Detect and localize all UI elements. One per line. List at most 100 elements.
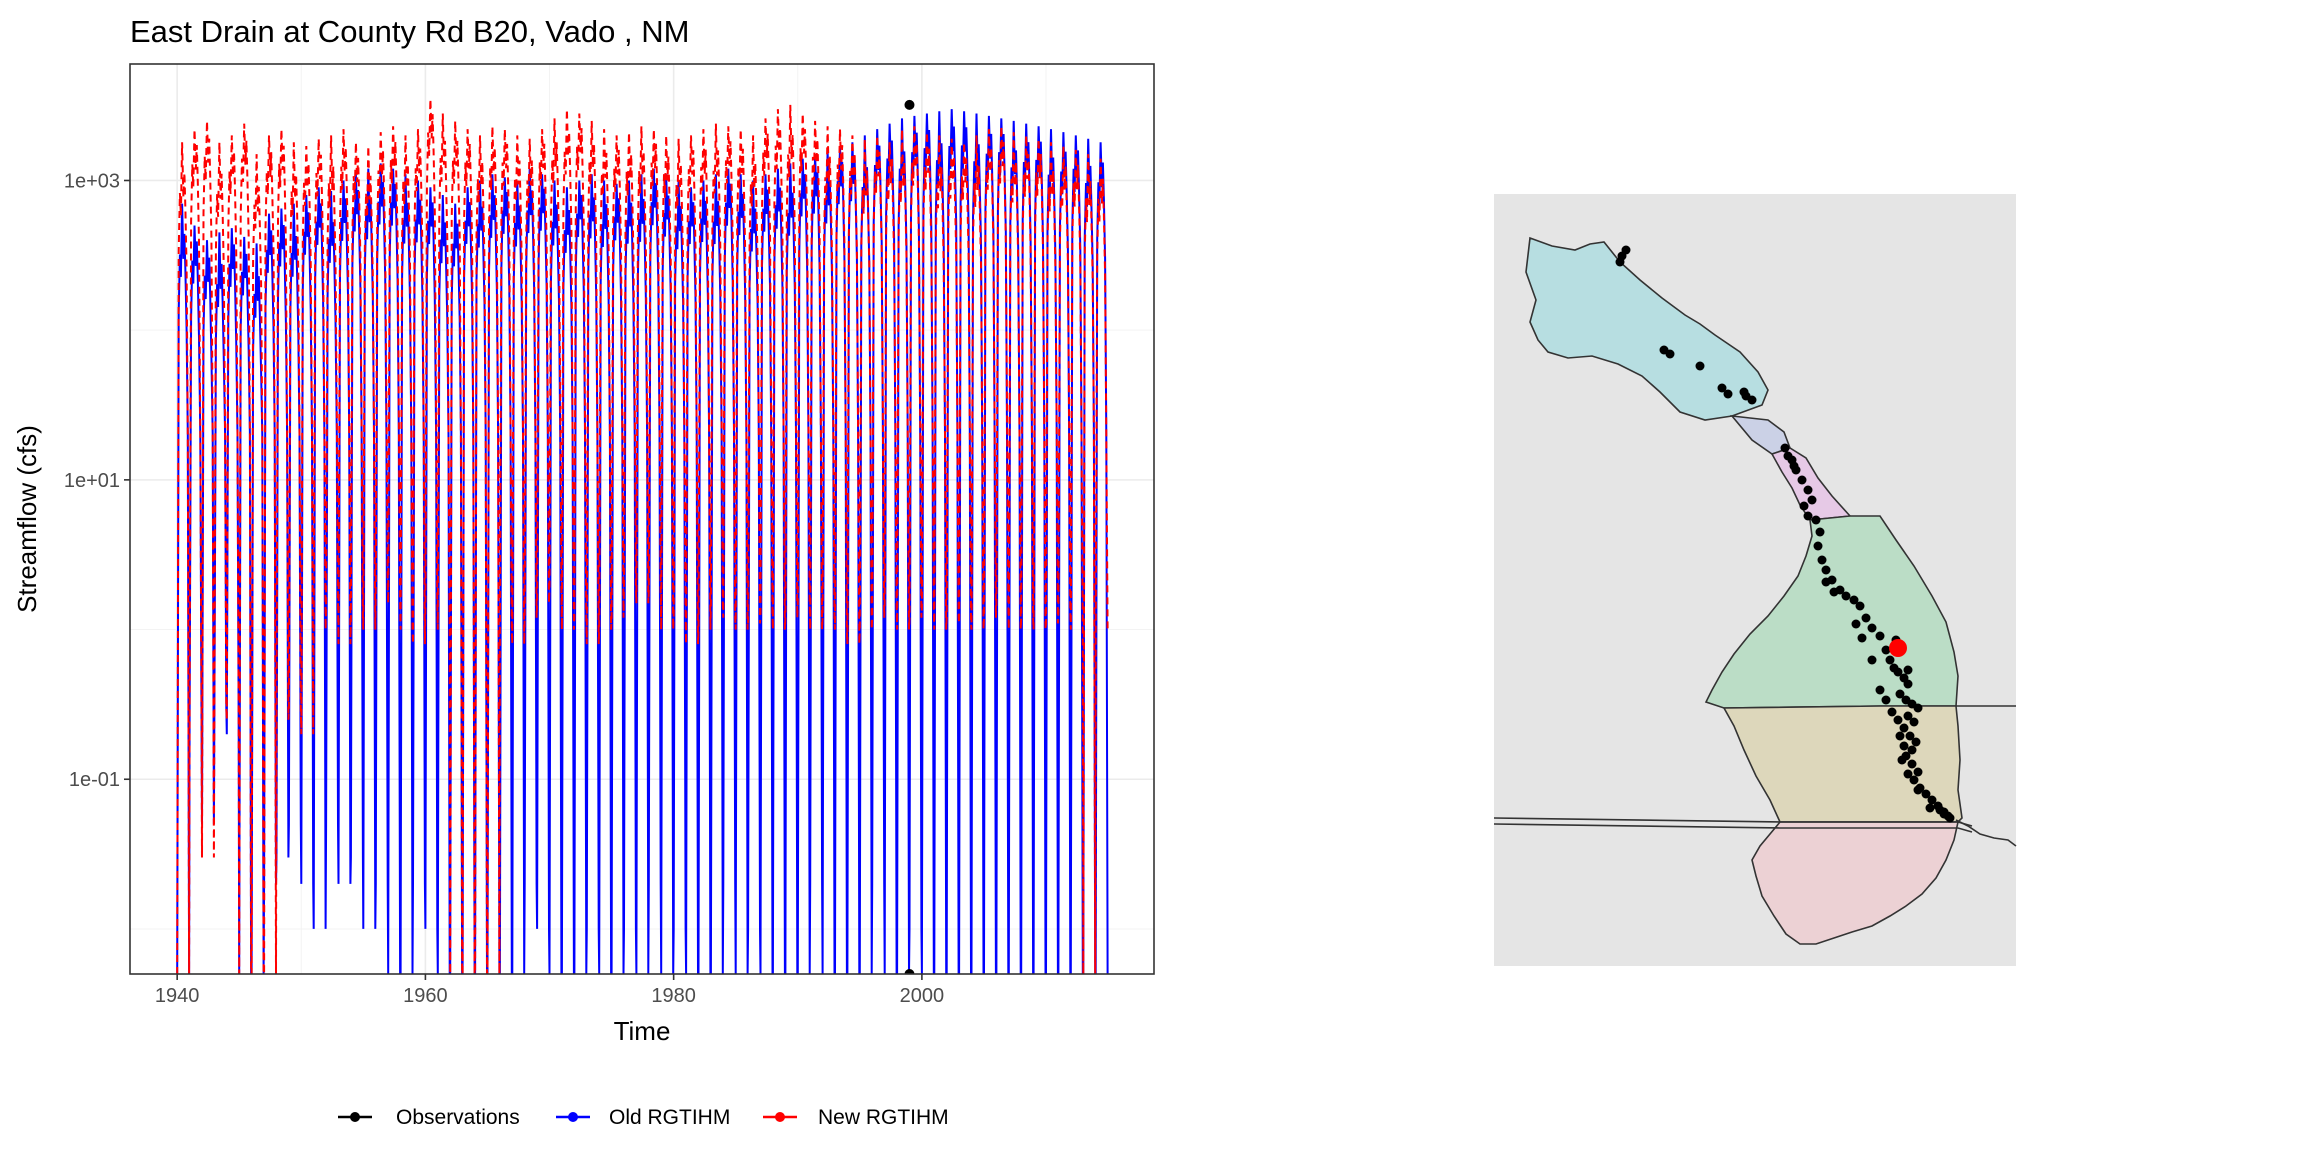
map-point <box>1665 349 1675 359</box>
map-point <box>1943 811 1953 821</box>
map-point <box>1911 737 1921 747</box>
x-axis-label: Time <box>614 1016 671 1046</box>
map-point <box>1851 619 1861 629</box>
map-point <box>1907 759 1917 769</box>
map-point <box>1885 655 1895 665</box>
legend-item-new-rgtihm: New RGTIHM <box>763 1106 949 1129</box>
map-point <box>1927 795 1937 805</box>
map-point <box>1723 389 1733 399</box>
observation-point <box>904 99 915 110</box>
legend-label: Old RGTIHM <box>609 1106 730 1129</box>
map-point <box>1811 515 1821 525</box>
x-tick-label: 1940 <box>155 985 200 1007</box>
plot-panel <box>129 63 1155 975</box>
map-point <box>1817 555 1827 565</box>
map-point <box>1893 667 1903 677</box>
x-tick-label: 2000 <box>900 985 945 1007</box>
river-line <box>1955 819 2017 847</box>
timeseries-chart: East Drain at County Rd B20, Vado , NM 1… <box>12 14 1155 1129</box>
legend-label: New RGTIHM <box>818 1106 949 1129</box>
region-boundary-line <box>1493 823 1973 833</box>
map-point <box>1925 803 1935 813</box>
map-point <box>1893 715 1903 725</box>
map-point <box>1841 591 1851 601</box>
map-point <box>1807 495 1817 505</box>
map-point <box>1867 655 1877 665</box>
map-region-north <box>1525 236 1769 421</box>
series-clip-group <box>176 98 1109 974</box>
y-tick-label: 1e-01 <box>69 769 120 791</box>
map-point <box>1821 565 1831 575</box>
x-tick-label: 1960 <box>403 985 448 1007</box>
observation-point <box>904 969 915 974</box>
map-point <box>1780 443 1790 453</box>
map-point <box>1747 395 1757 405</box>
map-point <box>1881 645 1891 655</box>
map-point <box>1899 723 1909 733</box>
chart-title: East Drain at County Rd B20, Vado , NM <box>130 14 689 49</box>
map-point <box>1621 245 1631 255</box>
map-point <box>1861 613 1871 623</box>
map-point <box>1913 767 1923 777</box>
map-point <box>1739 387 1749 397</box>
map-point <box>1695 361 1705 371</box>
map-point <box>1907 745 1917 755</box>
map-point <box>1821 577 1831 587</box>
series-line-old-rgtihm <box>176 109 1109 974</box>
x-axis-ticks: 1940 1960 1980 2000 <box>155 974 944 1007</box>
map-point <box>1897 755 1907 765</box>
plot-border <box>129 63 1155 975</box>
map-point <box>1857 633 1867 643</box>
legend-key-point <box>350 1112 360 1122</box>
map-point <box>1803 485 1813 495</box>
legend-label: Observations <box>396 1106 520 1129</box>
legend: Observations Old RGTIHM New RGTIHM <box>338 1106 949 1129</box>
map-point <box>1903 679 1913 689</box>
map-point <box>1913 785 1923 795</box>
map-point <box>1813 541 1823 551</box>
map-point <box>1903 711 1913 721</box>
map-point <box>1875 631 1885 641</box>
map-point <box>1909 717 1919 727</box>
map-point <box>1829 587 1839 597</box>
y-axis-label: Streamflow (cfs) <box>12 425 42 613</box>
map-point <box>1887 707 1897 717</box>
map-point <box>1935 805 1945 815</box>
map-region-south <box>1751 821 1959 945</box>
legend-item-old-rgtihm: Old RGTIHM <box>556 1106 730 1129</box>
map-point <box>1905 731 1915 741</box>
map-point <box>1895 731 1905 741</box>
map-point <box>1799 501 1809 511</box>
map-points <box>1615 245 1955 823</box>
map-point <box>1875 685 1885 695</box>
map-point <box>1849 595 1859 605</box>
map-point <box>1803 511 1813 521</box>
series-layer <box>176 98 1109 974</box>
y-axis-ticks: 1e-01 1e+01 1e+03 <box>64 170 130 791</box>
map-point <box>1903 665 1913 675</box>
map-point <box>1791 465 1801 475</box>
selected-gauge-point <box>1889 639 1907 657</box>
map-point <box>1717 383 1727 393</box>
map-point <box>1913 703 1923 713</box>
map-point <box>1909 775 1919 785</box>
map-point <box>1867 623 1877 633</box>
map-point <box>1881 695 1891 705</box>
legend-key-point <box>568 1112 578 1122</box>
map-point <box>1899 741 1909 751</box>
legend-item-observations: Observations <box>338 1106 520 1129</box>
map-point <box>1615 257 1625 267</box>
map-point <box>1797 475 1807 485</box>
map-point <box>1815 527 1825 537</box>
map-point <box>1855 601 1865 611</box>
y-tick-label: 1e+01 <box>64 470 120 492</box>
basin-map <box>1493 194 2017 966</box>
legend-key-point <box>775 1112 785 1122</box>
map-point <box>1921 789 1931 799</box>
map-point <box>1895 689 1905 699</box>
y-tick-label: 1e+03 <box>64 170 120 192</box>
x-tick-label: 1980 <box>651 985 696 1007</box>
series-line-new-rgtihm <box>176 98 1109 974</box>
map-point <box>1787 455 1797 465</box>
map-point <box>1903 769 1913 779</box>
